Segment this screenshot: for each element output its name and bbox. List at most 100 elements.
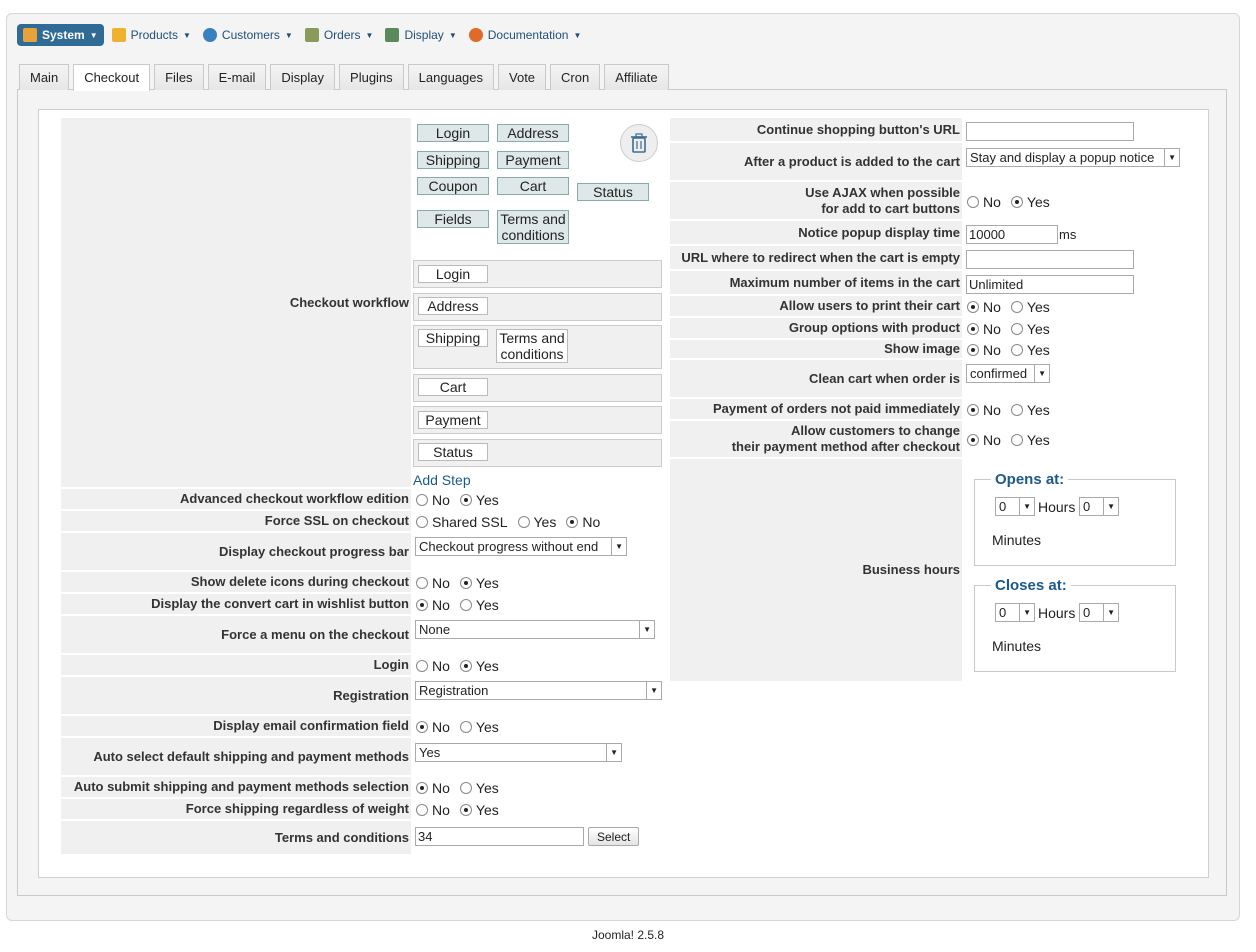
- opens-hours-select[interactable]: 0 ▼: [995, 497, 1035, 516]
- advanced-workflow-label: Advanced checkout workflow edition: [61, 489, 411, 510]
- workflow-step-address[interactable]: Address: [418, 297, 488, 315]
- palette-address[interactable]: Address: [497, 124, 569, 142]
- radio-yes[interactable]: [459, 659, 472, 672]
- max-items-input[interactable]: Unlimited: [966, 275, 1134, 294]
- tab-main[interactable]: Main: [19, 64, 70, 90]
- palette-coupon[interactable]: Coupon: [417, 177, 489, 195]
- opens-at-legend: Opens at:: [991, 471, 1069, 488]
- tab-email[interactable]: E-mail: [207, 64, 267, 90]
- select-value: confirmed: [970, 366, 1028, 381]
- tab-checkout[interactable]: Checkout: [73, 64, 151, 91]
- tab-bar: Main Checkout Files E-mail Display Plugi…: [19, 64, 673, 91]
- workflow-step-cart[interactable]: Cart: [418, 378, 488, 396]
- radio-no[interactable]: [416, 659, 428, 672]
- radio-yes[interactable]: [1010, 300, 1023, 313]
- tab-affiliate[interactable]: Affiliate: [604, 64, 669, 90]
- radio-label: No: [983, 298, 1001, 315]
- registration-select[interactable]: Registration ▼: [415, 681, 662, 700]
- radio-label: No: [432, 657, 450, 674]
- menu-display[interactable]: Display ▼: [385, 24, 457, 46]
- radio-label: Yes: [1026, 320, 1050, 337]
- radio-yes[interactable]: [1010, 322, 1023, 335]
- workflow-step-status[interactable]: Status: [418, 443, 488, 461]
- closes-hours-label: Hours: [1038, 605, 1076, 621]
- trash-icon[interactable]: [620, 124, 658, 162]
- radio-yes[interactable]: [459, 720, 472, 733]
- force-menu-select[interactable]: None ▼: [415, 620, 655, 639]
- terms-select-button[interactable]: Select: [588, 827, 640, 846]
- radio-no[interactable]: [416, 598, 428, 611]
- progress-bar-select[interactable]: Checkout progress without end ▼: [415, 537, 627, 556]
- menu-customers[interactable]: Customers ▼: [202, 24, 293, 46]
- radio-no[interactable]: [967, 403, 979, 416]
- wishlist-button-radios: No Yes: [416, 594, 509, 615]
- radio-yes[interactable]: [459, 493, 472, 506]
- radio-yes[interactable]: [1010, 343, 1023, 356]
- radio-label: Yes: [1026, 401, 1050, 418]
- palette-status[interactable]: Status: [577, 183, 649, 201]
- radio-label: Yes: [475, 718, 499, 735]
- radio-yes[interactable]: [459, 803, 472, 816]
- closes-minutes-select[interactable]: 0 ▼: [1079, 603, 1119, 622]
- radio-yes[interactable]: [1010, 433, 1023, 446]
- radio-label: Yes: [475, 574, 499, 591]
- redirect-empty-input[interactable]: [966, 250, 1134, 269]
- palette-cart[interactable]: Cart: [497, 177, 569, 195]
- auto-select-select[interactable]: Yes ▼: [415, 743, 622, 762]
- radio-no[interactable]: [566, 515, 579, 528]
- chevron-down-icon: ▼: [639, 621, 651, 638]
- print-cart-radios: No Yes: [967, 296, 1060, 317]
- radio-no[interactable]: [416, 576, 428, 589]
- radio-yes[interactable]: [517, 515, 530, 528]
- radio-no[interactable]: [967, 343, 979, 356]
- tab-cron[interactable]: Cron: [550, 64, 601, 90]
- tab-vote[interactable]: Vote: [498, 64, 547, 90]
- terms-label: Terms and conditions: [61, 821, 411, 855]
- continue-url-input[interactable]: [966, 122, 1134, 141]
- radio-label: No: [432, 596, 450, 613]
- menu-label: Display: [404, 28, 444, 42]
- menu-system[interactable]: System ▼: [17, 24, 104, 46]
- radio-no[interactable]: [967, 322, 979, 335]
- workflow-step-terms[interactable]: Terms and conditions: [496, 329, 568, 363]
- radio-yes[interactable]: [459, 598, 472, 611]
- radio-yes[interactable]: [1010, 403, 1023, 416]
- after-add-select[interactable]: Stay and display a popup notice ▼: [966, 148, 1180, 167]
- opens-hours-label: Hours: [1038, 499, 1076, 515]
- clean-cart-select[interactable]: confirmed ▼: [966, 364, 1050, 383]
- tab-plugins[interactable]: Plugins: [339, 64, 404, 90]
- tab-display[interactable]: Display: [270, 64, 336, 90]
- radio-no[interactable]: [967, 195, 979, 208]
- palette-payment[interactable]: Payment: [497, 151, 569, 169]
- menu-orders[interactable]: Orders ▼: [304, 24, 373, 46]
- radio-no[interactable]: [416, 493, 428, 506]
- radio-no[interactable]: [416, 720, 428, 733]
- radio-yes[interactable]: [459, 576, 472, 589]
- workflow-step-shipping[interactable]: Shipping: [418, 329, 488, 347]
- add-step-link[interactable]: Add Step: [413, 472, 471, 488]
- radio-yes[interactable]: [459, 781, 472, 794]
- workflow-step-payment[interactable]: Payment: [418, 411, 488, 429]
- palette-terms[interactable]: Terms and conditions: [497, 210, 569, 244]
- popup-time-input[interactable]: 10000: [966, 225, 1058, 244]
- opens-minutes-select[interactable]: 0 ▼: [1079, 497, 1119, 516]
- workflow-step-login[interactable]: Login: [418, 265, 488, 283]
- radio-shared-ssl[interactable]: [416, 515, 428, 528]
- radio-no[interactable]: [967, 433, 979, 446]
- radio-no[interactable]: [967, 300, 979, 313]
- tab-files[interactable]: Files: [154, 64, 204, 90]
- closes-hours-select[interactable]: 0 ▼: [995, 603, 1035, 622]
- radio-label: Yes: [533, 513, 557, 530]
- palette-fields[interactable]: Fields: [417, 210, 489, 228]
- radio-no[interactable]: [416, 803, 428, 816]
- force-shipping-label: Force shipping regardless of weight: [61, 799, 411, 820]
- email-confirm-radios: No Yes: [416, 716, 509, 737]
- tab-languages[interactable]: Languages: [407, 64, 495, 90]
- radio-no[interactable]: [416, 781, 428, 794]
- radio-yes[interactable]: [1010, 195, 1023, 208]
- menu-products[interactable]: Products ▼: [111, 24, 191, 46]
- menu-documentation[interactable]: Documentation ▼: [468, 24, 581, 46]
- palette-shipping[interactable]: Shipping: [417, 151, 489, 169]
- terms-input[interactable]: 34: [415, 827, 584, 846]
- palette-login[interactable]: Login: [417, 124, 489, 142]
